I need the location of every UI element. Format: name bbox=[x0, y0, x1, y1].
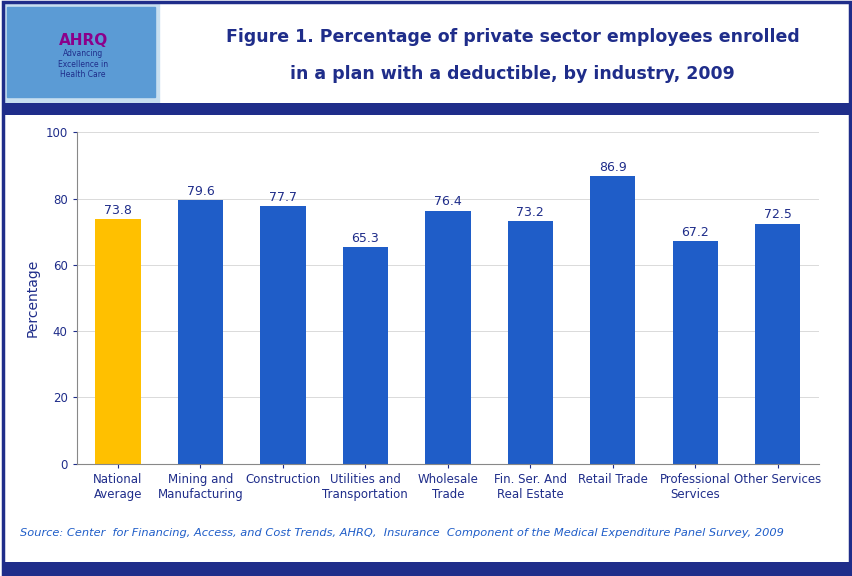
Bar bbox=[95, 219, 141, 464]
Bar bbox=[424, 211, 470, 464]
Text: 76.4: 76.4 bbox=[434, 195, 461, 209]
Bar bbox=[3, 2, 159, 103]
Text: Advancing
Excellence in
Health Care: Advancing Excellence in Health Care bbox=[58, 50, 108, 79]
Bar bbox=[590, 176, 635, 464]
Text: Source: Center  for Financing, Access, and Cost Trends, AHRQ,  Insurance  Compon: Source: Center for Financing, Access, an… bbox=[20, 528, 782, 538]
Bar bbox=[7, 7, 155, 97]
Bar bbox=[260, 206, 305, 464]
Text: AHRQ: AHRQ bbox=[59, 32, 107, 48]
Text: 73.8: 73.8 bbox=[104, 204, 132, 217]
Bar bbox=[177, 200, 223, 464]
Text: 72.5: 72.5 bbox=[763, 209, 791, 221]
Y-axis label: Percentage: Percentage bbox=[26, 259, 40, 337]
Text: Figure 1. Percentage of private sector employees enrolled: Figure 1. Percentage of private sector e… bbox=[226, 28, 798, 46]
Text: 86.9: 86.9 bbox=[598, 161, 626, 173]
Text: 65.3: 65.3 bbox=[351, 232, 379, 245]
Text: in a plan with a deductible, by industry, 2009: in a plan with a deductible, by industry… bbox=[290, 65, 734, 84]
Text: 73.2: 73.2 bbox=[515, 206, 544, 219]
Text: 77.7: 77.7 bbox=[268, 191, 296, 204]
Bar bbox=[671, 241, 717, 464]
Bar bbox=[343, 248, 388, 464]
Bar bbox=[754, 223, 799, 464]
Bar bbox=[507, 221, 552, 464]
Text: 79.6: 79.6 bbox=[187, 185, 214, 198]
Text: 67.2: 67.2 bbox=[681, 226, 708, 239]
